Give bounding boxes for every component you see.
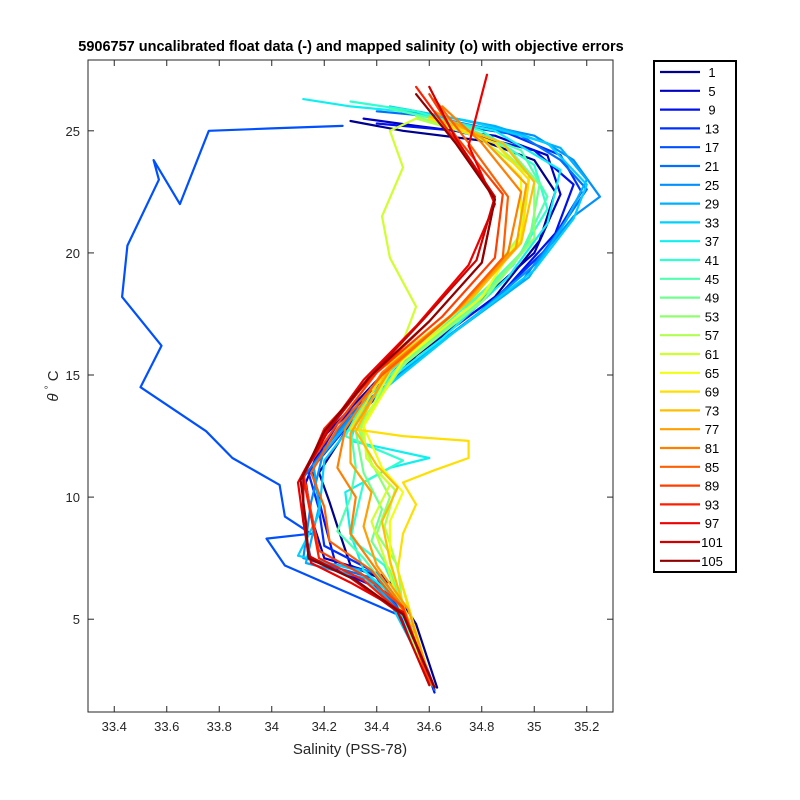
legend-label: 81 <box>705 441 719 456</box>
x-axis-label: Salinity (PSS-78) <box>293 741 407 758</box>
chart-title: 5906757 uncalibrated float data (-) and … <box>78 39 624 55</box>
x-tick-label: 33.4 <box>102 719 127 734</box>
legend-label: 29 <box>705 197 719 212</box>
series-line-105 <box>299 93 496 689</box>
legend-label: 37 <box>705 234 719 249</box>
legend-label: 97 <box>705 516 719 531</box>
legend-label: 65 <box>705 366 719 381</box>
series-line-81 <box>336 105 523 684</box>
legend-label: 33 <box>705 215 719 230</box>
legend-label: 17 <box>705 140 719 155</box>
series-line-73 <box>354 115 536 684</box>
legend-label: 105 <box>701 554 723 569</box>
series-layer <box>121 73 601 694</box>
legend-label: 89 <box>705 479 719 494</box>
legend-label: 45 <box>705 272 719 287</box>
legend-label: 9 <box>708 103 715 118</box>
x-axis: 33.4 33.6 33.8 34 34.2 34.4 34.6 34.8 35 35.2 <box>102 60 599 734</box>
legend-label: 85 <box>705 460 719 475</box>
y-axis-label: θ ° C <box>39 370 62 401</box>
legend-label: 77 <box>705 422 719 437</box>
legend-label: 41 <box>705 253 719 268</box>
legend-label: 69 <box>705 385 719 400</box>
x-tick-label: 34.6 <box>417 719 442 734</box>
y-tick-label: 25 <box>66 124 80 139</box>
y-axis-label-symbol: θ <box>45 394 62 402</box>
legend-label: 25 <box>705 178 719 193</box>
series-line-85 <box>310 98 510 687</box>
x-tick-label: 35 <box>527 719 541 734</box>
series-line-17 <box>121 124 436 689</box>
legend-label: 21 <box>705 159 719 174</box>
x-tick-label: 34 <box>265 719 279 734</box>
legend-label: 49 <box>705 291 719 306</box>
x-tick-label: 34.2 <box>312 719 337 734</box>
legend-label: 57 <box>705 328 719 343</box>
y-axis-label-degree: ° <box>44 385 55 389</box>
legend-label: 61 <box>705 347 719 362</box>
series-line-69 <box>349 117 531 687</box>
x-tick-label: 34.8 <box>469 719 494 734</box>
x-tick-label: 34.4 <box>364 719 389 734</box>
legend-label: 93 <box>705 497 719 512</box>
x-tick-label: 33.8 <box>207 719 232 734</box>
y-tick-label: 15 <box>66 368 80 383</box>
series-line-89 <box>302 93 504 684</box>
plot-area-frame <box>87 59 614 713</box>
legend-label: 53 <box>705 309 719 324</box>
legend-label: 101 <box>701 535 723 550</box>
x-tick-label: 35.2 <box>574 719 599 734</box>
series-line-77 <box>349 110 528 687</box>
legend-label: 73 <box>705 403 719 418</box>
legend-label: 13 <box>705 121 719 136</box>
legend: 1 5 9 13 17 21 25 29 33 37 41 45 49 53 57 61 65 69 73 77 81 8… <box>653 60 737 573</box>
y-axis: 5 10 15 20 25 <box>66 124 613 627</box>
legend-label: 1 <box>708 65 715 80</box>
legend-label: 5 <box>708 84 715 99</box>
x-tick-label: 33.6 <box>154 719 179 734</box>
y-tick-label: 10 <box>66 490 80 505</box>
y-tick-label: 5 <box>73 612 80 627</box>
svg-text:θ ° C: θ ° C <box>39 370 62 401</box>
y-tick-label: 20 <box>66 246 80 261</box>
series-line-61 <box>362 117 431 684</box>
y-axis-label-unit: C <box>45 370 62 381</box>
